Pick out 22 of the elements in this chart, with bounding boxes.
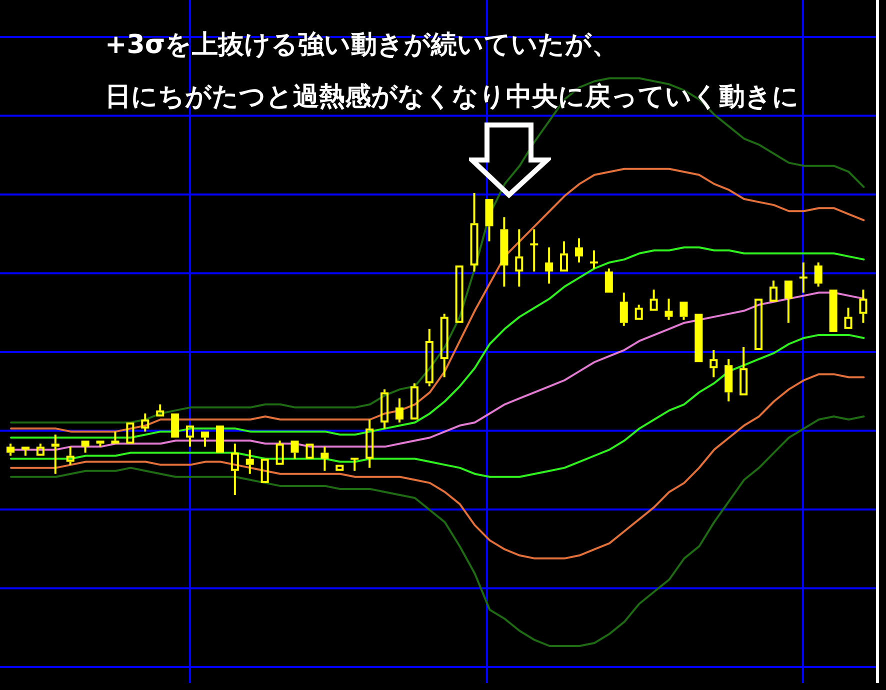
candlestick [500, 216, 508, 288]
candlestick [710, 349, 718, 378]
candlestick [575, 237, 583, 264]
candlestick [246, 448, 254, 475]
candlestick [395, 397, 404, 424]
candlestick [545, 246, 554, 285]
candlestick [230, 442, 239, 496]
candlestick [515, 228, 524, 288]
candlestick [380, 388, 389, 430]
candlestick [6, 442, 15, 457]
candlestick [66, 446, 74, 466]
candlestick [440, 312, 448, 378]
candlestick [724, 358, 733, 402]
candlestick [320, 446, 329, 472]
candlestick [51, 434, 60, 475]
candlestick [366, 418, 374, 469]
candlestick [620, 292, 628, 327]
candlestick [664, 298, 673, 321]
candlestick [859, 288, 868, 324]
candlestick [425, 328, 434, 388]
candlestick [141, 412, 150, 433]
candlestick [470, 192, 478, 273]
